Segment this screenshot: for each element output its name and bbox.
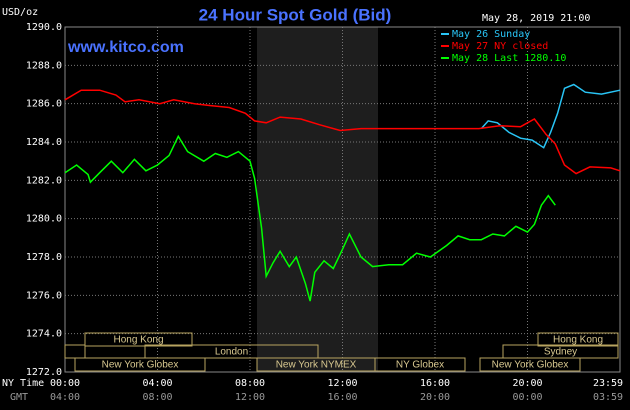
y-tick-label: 1280.0	[26, 214, 62, 225]
session-box	[537, 332, 619, 347]
session-label: New York Globex	[102, 360, 179, 371]
session-box	[74, 357, 206, 372]
session-label: Hong Kong	[553, 335, 603, 346]
plot-frame	[64, 26, 621, 373]
session-label: New York NYMEX	[276, 360, 357, 371]
y-tick-label: 1276.0	[26, 290, 62, 301]
y-tick-label: 1272.0	[26, 367, 62, 378]
y-tick-label: 1284.0	[26, 137, 62, 148]
session-label: Sydney	[544, 347, 577, 358]
gmt-tick-label: 08:00	[142, 392, 172, 403]
y-tick-label: 1274.0	[26, 329, 62, 340]
legend-label: May 27 NY closed	[452, 41, 548, 52]
session-label: Hong Kong	[113, 335, 163, 346]
session-box	[144, 344, 319, 359]
price-line	[480, 83, 621, 149]
x-row-label: GMT	[10, 392, 28, 403]
gmt-tick-label: 12:00	[235, 392, 265, 403]
price-line	[64, 134, 556, 302]
price-line	[64, 89, 621, 175]
ny-session-shade	[257, 27, 378, 372]
x-tick-label: 12:00	[327, 378, 357, 389]
x-tick-label: 16:00	[420, 378, 450, 389]
x-tick-label: 23:59	[593, 378, 623, 389]
y-tick-label: 1290.0	[26, 22, 62, 33]
gmt-tick-label: 16:00	[327, 392, 357, 403]
session-box	[479, 357, 581, 372]
x-tick-label: 20:00	[512, 378, 542, 389]
y-tick-label: 1278.0	[26, 252, 62, 263]
x-tick-label: 04:00	[142, 378, 172, 389]
session-box	[374, 357, 466, 372]
legend-label: May 28 Last 1280.10	[452, 53, 566, 64]
x-tick-label: 08:00	[235, 378, 265, 389]
y-tick-label: 1286.0	[26, 99, 62, 110]
x-tick-label: 00:00	[50, 378, 80, 389]
gmt-tick-label: 03:59	[593, 392, 623, 403]
x-row-label: NY Time	[2, 378, 44, 389]
session-box	[84, 332, 193, 347]
gmt-tick-label: 20:00	[420, 392, 450, 403]
y-tick-label: 1282.0	[26, 175, 62, 186]
chart-title: 24 Hour Spot Gold (Bid)	[199, 5, 392, 24]
timestamp: May 28, 2019 21:00	[482, 13, 590, 24]
session-label: New York Globex	[492, 360, 569, 371]
y-unit: USD/oz	[2, 7, 38, 18]
session-label: NY Globex	[396, 360, 444, 371]
watermark: www.kitco.com	[67, 39, 184, 56]
session-label: London	[215, 347, 248, 358]
gmt-tick-label: 04:00	[50, 392, 80, 403]
y-tick-label: 1288.0	[26, 60, 62, 71]
legend-label: May 26 Sunday	[452, 29, 530, 40]
gmt-tick-label: 00:00	[512, 392, 542, 403]
